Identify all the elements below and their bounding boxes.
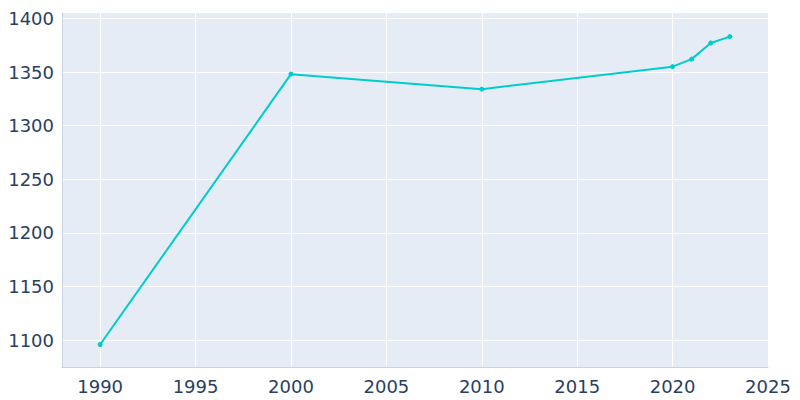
svg-text:1300: 1300 xyxy=(8,115,54,136)
svg-text:1200: 1200 xyxy=(8,222,54,243)
svg-text:2025: 2025 xyxy=(745,376,791,397)
svg-text:2010: 2010 xyxy=(459,376,505,397)
svg-text:2015: 2015 xyxy=(554,376,600,397)
svg-text:2000: 2000 xyxy=(268,376,314,397)
svg-text:1250: 1250 xyxy=(8,169,54,190)
svg-text:1350: 1350 xyxy=(8,62,54,83)
svg-text:1150: 1150 xyxy=(8,276,54,297)
svg-text:2005: 2005 xyxy=(363,376,409,397)
svg-text:1990: 1990 xyxy=(77,376,123,397)
svg-text:1400: 1400 xyxy=(8,8,54,29)
svg-text:1995: 1995 xyxy=(173,376,219,397)
svg-text:2020: 2020 xyxy=(650,376,696,397)
svg-text:1100: 1100 xyxy=(8,330,54,351)
